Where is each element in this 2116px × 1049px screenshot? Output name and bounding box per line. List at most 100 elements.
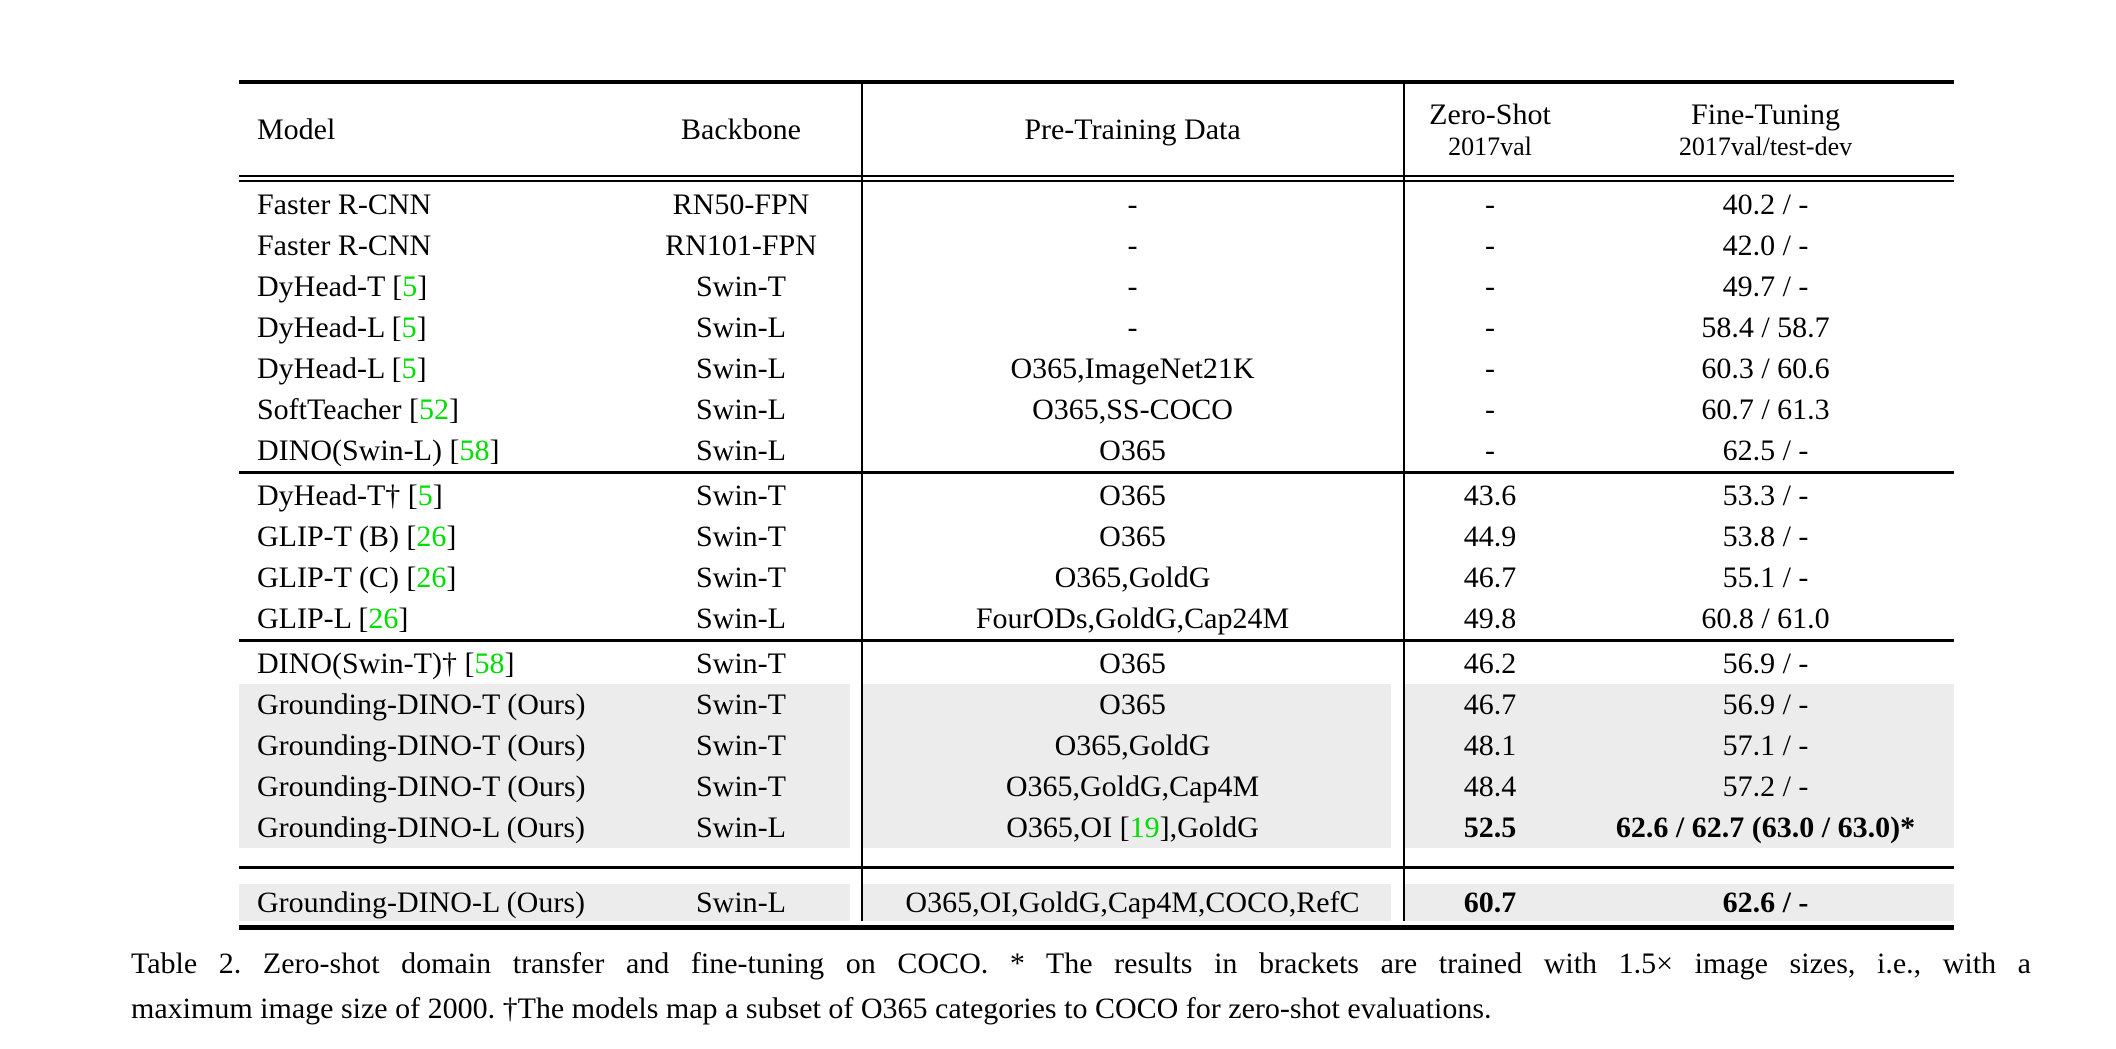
table-bottom-rule xyxy=(239,925,1954,930)
cell-text: ] xyxy=(504,646,515,680)
cell-text: Faster R-CNN xyxy=(257,187,432,221)
model-cell: DyHead-T [5] xyxy=(257,266,627,307)
zero-shot-value-cell: 46.7 xyxy=(1463,560,1517,594)
table-block-grounding-dino: DINO(Swin-T)† [58] Swin-T O365 46.2 56.9… xyxy=(239,643,1954,848)
cell-text: Grounding-DINO-L (Ours) xyxy=(257,885,585,919)
cell-text: Grounding-DINO-T (Ours) xyxy=(257,728,586,762)
pretraining-data-cell: O365,OI,GoldG,Cap4M,COCO,RefC xyxy=(862,884,1403,921)
pretraining-data-cell: O365 xyxy=(862,643,1403,684)
backbone-cell: Swin-L xyxy=(696,885,786,919)
model-cell: SoftTeacher [52] xyxy=(257,389,627,430)
model-cell: Grounding-DINO-T (Ours) xyxy=(257,766,627,807)
zero-shot-value-cell: 48.1 xyxy=(1463,728,1517,762)
cell-text: O365 xyxy=(1099,433,1166,467)
fine-tuning-value-cell: 53.3 / - xyxy=(1722,478,1809,512)
header-separator-rule-1 xyxy=(239,175,1954,177)
pretraining-data-cell: O365 xyxy=(862,516,1403,557)
pretraining-data-cell: O365,GoldG xyxy=(862,725,1403,766)
table-row: DyHead-L [5] Swin-L O365,ImageNet21K - 6… xyxy=(239,348,1954,389)
citation-link[interactable]: 19 xyxy=(1129,810,1160,844)
pretraining-data-cell: O365 xyxy=(862,430,1403,471)
citation-link[interactable]: 58 xyxy=(459,433,490,467)
backbone-cell: Swin-T xyxy=(696,646,786,680)
pretraining-data-cell: - xyxy=(862,307,1403,348)
table-row: GLIP-T (C) [26] Swin-T O365,GoldG 46.7 5… xyxy=(239,557,1954,598)
citation-link[interactable]: 5 xyxy=(417,478,433,512)
model-cell: Grounding-DINO-L (Ours) xyxy=(257,807,627,848)
model-cell: DyHead-L [5] xyxy=(257,307,627,348)
cell-text: ] xyxy=(446,519,457,553)
cell-text: DyHead-L [ xyxy=(257,310,402,344)
citation-link[interactable]: 5 xyxy=(402,269,418,303)
cell-text: - xyxy=(1127,228,1138,262)
fine-tuning-value-cell: 62.5 / - xyxy=(1722,433,1809,467)
header-fine-tuning-label: Fine-Tuning xyxy=(1691,98,1840,131)
column-divider-backbone-pretrain xyxy=(861,84,863,921)
table-row: Grounding-DINO-T (Ours) Swin-T O365,Gold… xyxy=(239,725,1954,766)
fine-tuning-value-cell: 53.8 / - xyxy=(1722,519,1809,553)
cell-text: O365,OI [ xyxy=(1006,810,1130,844)
table-row: DINO(Swin-T)† [58] Swin-T O365 46.2 56.9… xyxy=(239,643,1954,684)
cell-text: O365 xyxy=(1099,478,1166,512)
cell-text: ] xyxy=(446,560,457,594)
citation-link[interactable]: 5 xyxy=(401,351,417,385)
fine-tuning-value-cell: 60.7 / 61.3 xyxy=(1701,392,1830,426)
pretraining-data-cell: O365,SS-COCO xyxy=(862,389,1403,430)
zero-shot-value-cell: 46.7 xyxy=(1463,687,1517,721)
cell-text: ] xyxy=(448,392,459,426)
cell-text: GLIP-L [ xyxy=(257,601,369,635)
backbone-cell: Swin-L xyxy=(696,351,786,385)
cell-text: ] xyxy=(416,310,427,344)
header-separator-rule-2 xyxy=(239,180,1954,182)
model-cell: Grounding-DINO-T (Ours) xyxy=(257,684,627,725)
citation-link[interactable]: 26 xyxy=(416,519,447,553)
fine-tuning-value-cell: 57.1 / - xyxy=(1722,728,1809,762)
cell-text: Grounding-DINO-T (Ours) xyxy=(257,769,586,803)
zero-shot-value-cell: 43.6 xyxy=(1463,478,1517,512)
backbone-cell: Swin-T xyxy=(696,519,786,553)
model-cell: GLIP-T (B) [26] xyxy=(257,516,627,557)
block-separator-rule-2 xyxy=(239,639,1954,642)
column-header-model: Model xyxy=(257,88,627,172)
citation-link[interactable]: 26 xyxy=(416,560,447,594)
backbone-cell: RN101-FPN xyxy=(665,228,817,262)
model-cell: DyHead-L [5] xyxy=(257,348,627,389)
cell-text: DINO(Swin-T)† [ xyxy=(257,646,475,680)
pretraining-data-cell: O365,GoldG,Cap4M xyxy=(862,766,1403,807)
cell-text: - xyxy=(1127,187,1138,221)
cell-text: O365 xyxy=(1099,646,1166,680)
model-cell: DINO(Swin-L) [58] xyxy=(257,430,627,471)
fine-tuning-value-cell: 56.9 / - xyxy=(1722,687,1809,721)
caption-line-2: maximum image size of 2000. †The models … xyxy=(131,992,1492,1025)
table-block-final-model: Grounding-DINO-L (Ours) Swin-L O365,OI,G… xyxy=(239,884,1954,921)
citation-link[interactable]: 5 xyxy=(401,310,417,344)
backbone-cell: Swin-L xyxy=(696,810,786,844)
column-header-backbone: Backbone xyxy=(620,88,862,172)
header-zero-shot-label: Zero-Shot xyxy=(1429,98,1551,131)
cell-text: GLIP-T (C) [ xyxy=(257,560,417,594)
zero-shot-value-cell: 44.9 xyxy=(1463,519,1517,553)
model-cell: GLIP-L [26] xyxy=(257,598,627,639)
citation-link[interactable]: 26 xyxy=(368,601,399,635)
model-cell: DyHead-T† [5] xyxy=(257,475,627,516)
fine-tuning-value-cell: 57.2 / - xyxy=(1722,769,1809,803)
table-row: Grounding-DINO-T (Ours) Swin-T O365 46.7… xyxy=(239,684,1954,725)
zero-shot-value-cell: - xyxy=(1485,392,1495,426)
fine-tuning-value-cell: 60.8 / 61.0 xyxy=(1701,601,1830,635)
backbone-cell: Swin-T xyxy=(696,687,786,721)
table-row: Grounding-DINO-L (Ours) Swin-L O365,OI [… xyxy=(239,807,1954,848)
cell-text: SoftTeacher [ xyxy=(257,392,419,426)
table-block-zero-shot: DyHead-T† [5] Swin-T O365 43.6 53.3 / - … xyxy=(239,475,1954,639)
table-header-row: Model Backbone Pre-Training Data Zero-Sh… xyxy=(239,88,1954,172)
cell-text: O365,GoldG xyxy=(1054,560,1211,594)
pretraining-data-cell: O365,OI [19],GoldG xyxy=(862,807,1403,848)
results-table: Model Backbone Pre-Training Data Zero-Sh… xyxy=(239,80,1954,932)
cell-text: FourODs,GoldG,Cap24M xyxy=(975,601,1290,635)
citation-link[interactable]: 52 xyxy=(418,392,449,426)
fine-tuning-value-cell: 60.3 / 60.6 xyxy=(1701,351,1830,385)
cell-text: - xyxy=(1127,310,1138,344)
backbone-cell: Swin-L xyxy=(696,310,786,344)
cell-text: O365,GoldG,Cap4M xyxy=(1005,769,1260,803)
citation-link[interactable]: 58 xyxy=(474,646,505,680)
